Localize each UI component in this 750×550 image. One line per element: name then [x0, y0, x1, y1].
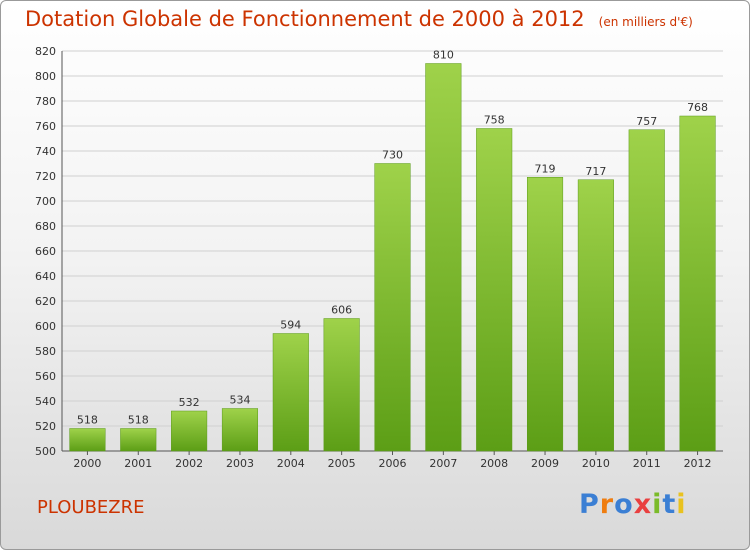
- value-label: 534: [229, 394, 250, 407]
- y-tick-label: 680: [35, 220, 56, 233]
- bar: [120, 428, 157, 452]
- logo-letter: r: [599, 489, 615, 520]
- bar: [577, 179, 614, 452]
- y-tick-label: 600: [35, 320, 56, 333]
- value-label: 717: [585, 165, 606, 178]
- value-label: 518: [128, 414, 149, 427]
- bar: [323, 318, 360, 452]
- y-tick-label: 540: [35, 395, 56, 408]
- x-tick-label: 2010: [582, 457, 610, 470]
- y-tick-label: 660: [35, 245, 56, 258]
- chart-title-unit: (en milliers d'€): [598, 15, 693, 29]
- value-label: 606: [331, 304, 352, 317]
- x-tick-label: 2002: [175, 457, 203, 470]
- bar: [221, 408, 259, 452]
- bar: [425, 63, 462, 452]
- x-tick-label: 2001: [124, 457, 152, 470]
- chart-title: Dotation Globale de Fonctionnement de 20…: [25, 7, 693, 31]
- y-tick-label: 780: [35, 95, 56, 108]
- logo-letter: i: [652, 489, 663, 520]
- y-tick-label: 620: [35, 295, 56, 308]
- bar: [171, 410, 208, 452]
- logo-letter: P: [579, 489, 600, 520]
- y-tick-label: 560: [35, 370, 56, 383]
- y-tick-label: 500: [35, 445, 56, 458]
- logo-letter: t: [662, 489, 677, 520]
- y-tick-label: 580: [35, 345, 56, 358]
- x-tick-label: 2006: [379, 457, 407, 470]
- x-tick-label: 2005: [328, 457, 356, 470]
- bar: [476, 128, 513, 452]
- logo-letter: i: [676, 489, 687, 520]
- x-tick-labels: 2000 2001 2002 2003 2004 2005 2006 2007 2008 2009…: [73, 457, 711, 470]
- proxiti-logo: Proxiti: [579, 489, 687, 520]
- value-label: 810: [433, 49, 454, 62]
- y-tick-label: 760: [35, 120, 56, 133]
- x-tick-label: 2009: [531, 457, 559, 470]
- logo-letter: x: [633, 489, 653, 520]
- bar: [679, 115, 716, 452]
- chart-title-main: Dotation Globale de Fonctionnement de 20…: [25, 7, 585, 31]
- value-label: 757: [636, 115, 657, 128]
- x-tick-label: 2000: [73, 457, 101, 470]
- value-label: 719: [535, 162, 556, 175]
- value-label: 758: [484, 114, 505, 127]
- y-tick-label: 640: [35, 270, 56, 283]
- x-tick-label: 2004: [277, 457, 305, 470]
- value-labels: 518 518 532 534 594 606 730 810 758 719 717 757 768: [77, 49, 708, 427]
- x-tick-label: 2008: [480, 457, 508, 470]
- y-tick-label: 740: [35, 145, 56, 158]
- bar: [628, 129, 665, 452]
- y-tick-label: 700: [35, 195, 56, 208]
- y-tick-label: 820: [35, 45, 56, 58]
- value-label: 518: [77, 414, 98, 427]
- commune-name: PLOUBEZRE: [37, 497, 145, 518]
- bar: [374, 163, 411, 452]
- bar: [272, 333, 309, 452]
- x-tick-label: 2011: [633, 457, 661, 470]
- logo-letter: o: [614, 489, 634, 520]
- value-label: 532: [179, 396, 200, 409]
- value-label: 768: [687, 101, 708, 114]
- y-tick-label: 520: [35, 420, 56, 433]
- bars: [69, 63, 716, 452]
- value-label: 594: [280, 319, 301, 332]
- x-tick-label: 2003: [226, 457, 254, 470]
- bar: [526, 177, 564, 452]
- bar: [69, 428, 106, 452]
- x-tick-label: 2007: [429, 457, 457, 470]
- value-label: 730: [382, 149, 403, 162]
- y-tick-label: 720: [35, 170, 56, 183]
- y-tick-label: 800: [35, 70, 56, 83]
- x-tick-label: 2012: [684, 457, 712, 470]
- y-tick-labels: 500 520 540 560 580 600 620 640 660 680 700 720 740 7…: [35, 45, 56, 458]
